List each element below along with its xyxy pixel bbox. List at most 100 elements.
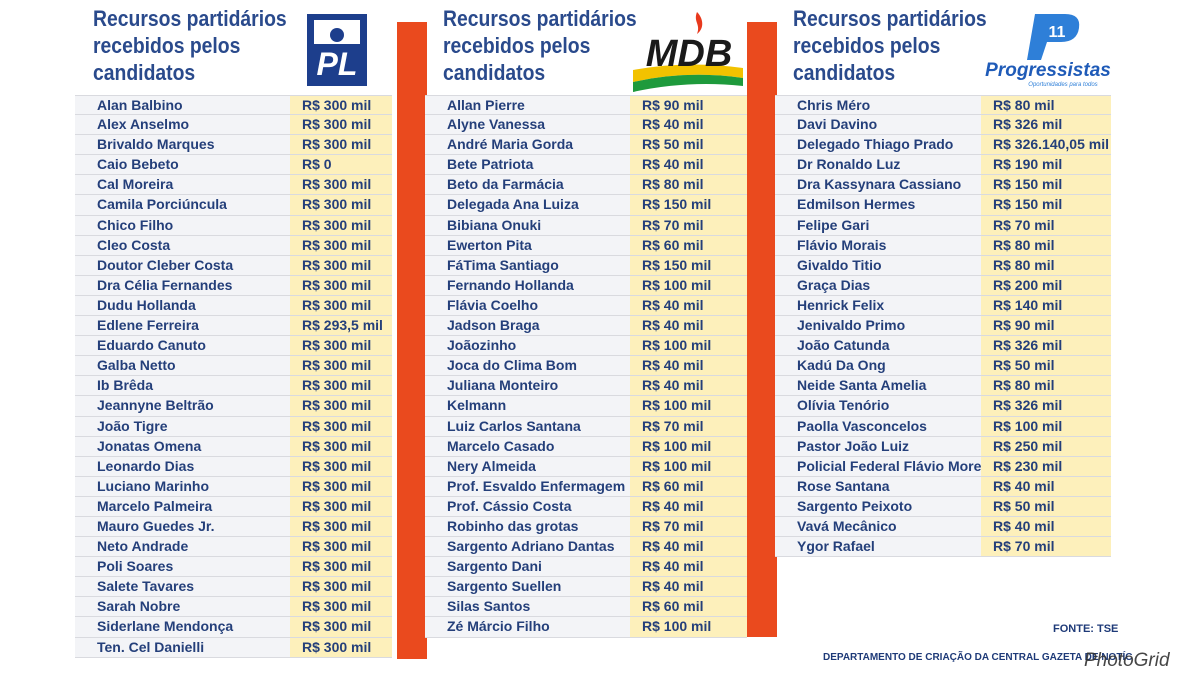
source-note: FONTE: TSE [1053,623,1119,635]
table-row: João Catunda R$ 326 mil [775,336,1111,357]
table-row: Prof. Esvaldo Enfermagem R$ 60 mil [425,476,747,497]
table-row: Sargento Suellen R$ 40 mil [425,577,747,598]
candidate-name: Allan Pierre [425,96,630,115]
table-row: Luciano Marinho R$ 300 mil [75,476,392,497]
table-row: Dra Kassynara Cassiano R$ 150 mil [775,175,1111,196]
table-row: Jonatas Omena R$ 300 mil [75,436,392,457]
candidate-name: Galba Netto [75,356,290,376]
flag-icon [314,20,360,44]
table-row: Pastor João Luiz R$ 250 mil [775,436,1111,457]
table-row: Salete Tavares R$ 300 mil [75,577,392,598]
table-row: Cal Moreira R$ 300 mil [75,175,392,196]
amount-value: R$ 300 mil [290,476,392,496]
heading-line: Recursos partidários [793,6,987,31]
amount-value: R$ 40 mil [981,476,1111,496]
heading-line: Recursos partidários [443,6,637,31]
panel-heading: Recursos partidários recebidos pelos can… [93,5,287,86]
table-row: Alyne Vanessa R$ 40 mil [425,115,747,136]
table-row: Prof. Cássio Costa R$ 40 mil [425,496,747,517]
table-row: Vavá Mecânico R$ 40 mil [775,516,1111,538]
table-row: Nery Almeida R$ 100 mil [425,456,747,477]
amount-value: R$ 70 mil [630,215,747,235]
candidate-name: Bete Patriota [425,155,630,175]
amount-value: R$ 80 mil [981,255,1111,275]
candidate-name: Prof. Esvaldo Enfermagem [425,476,630,496]
table-row: Cleo Costa R$ 300 mil [75,235,392,256]
table-row: Mauro Guedes Jr. R$ 300 mil [75,516,392,538]
candidate-name: Kelmann [425,396,630,416]
candidate-name: Delegada Ana Luiza [425,195,630,215]
amount-value: R$ 90 mil [981,316,1111,336]
amount-value: R$ 50 mil [630,135,747,155]
candidate-name: Jenivaldo Primo [775,316,981,336]
amount-value: R$ 60 mil [630,235,747,255]
candidate-name: Givaldo Titio [775,255,981,275]
table-row: Siderlane Mendonça R$ 300 mil [75,617,392,638]
table-row: Chico Filho R$ 300 mil [75,215,392,236]
pl-logo: PL [307,14,367,86]
mdb-logo: MDB [633,12,743,92]
amount-value: R$ 100 mil [630,396,747,416]
candidate-name: Dra Célia Fernandes [75,275,290,295]
amount-value: R$ 300 mil [290,396,392,416]
amount-value: R$ 300 mil [290,195,392,215]
candidate-name: Zé Márcio Filho [425,617,630,637]
amount-value: R$ 50 mil [981,496,1111,516]
amount-value: R$ 300 mil [290,537,392,557]
progressistas-logo-number: 11 [1049,24,1066,41]
amount-value: R$ 300 mil [290,115,392,135]
pl-logo-text: PL [316,46,358,82]
candidate-name: Flávia Coelho [425,295,630,316]
candidate-table: Alan Balbino R$ 300 mil Alex Anselmo R$ 300… [75,95,392,658]
candidate-name: Marcelo Palmeira [75,496,290,516]
table-row: Leonardo Dias R$ 300 mil [75,456,392,477]
table-row: Neide Santa Amelia R$ 80 mil [775,376,1111,397]
amount-value: R$ 200 mil [981,275,1111,295]
panel-heading: Recursos partidários recebidos pelos can… [793,5,987,86]
amount-value: R$ 300 mil [290,376,392,396]
amount-value: R$ 230 mil [981,456,1111,476]
table-row: Edmilson Hermes R$ 150 mil [775,195,1111,216]
candidate-name: Marcelo Casado [425,436,630,456]
candidate-name: Henrick Felix [775,295,981,316]
table-row: Jadson Braga R$ 40 mil [425,316,747,337]
table-row: Alan Balbino R$ 300 mil [75,95,392,116]
candidate-name: Olívia Tenório [775,396,981,416]
amount-value: R$ 300 mil [290,235,392,255]
candidate-name: Dra Kassynara Cassiano [775,175,981,195]
table-row: Robinho das grotas R$ 70 mil [425,516,747,538]
table-row: Kelmann R$ 100 mil [425,396,747,417]
amount-value: R$ 40 mil [630,316,747,336]
table-row: Graça Dias R$ 200 mil [775,275,1111,296]
table-row: André Maria Gorda R$ 50 mil [425,135,747,156]
amount-value: R$ 326.140,05 mil [981,135,1111,155]
candidate-name: Ib Brêda [75,376,290,396]
candidate-name: Bibiana Onuki [425,215,630,235]
amount-value: R$ 326 mil [981,396,1111,416]
amount-value: R$ 326 mil [981,115,1111,135]
candidate-name: FáTima Santiago [425,255,630,275]
candidate-name: João Tigre [75,416,290,436]
candidate-name: Eduardo Canuto [75,336,290,356]
candidate-name: Sargento Suellen [425,577,630,597]
flame-icon [695,12,703,34]
table-row: Kadú Da Ong R$ 50 mil [775,356,1111,377]
table-row: Edlene Ferreira R$ 293,5 mil [75,316,392,337]
candidate-name: Nery Almeida [425,456,630,476]
candidate-name: Alyne Vanessa [425,115,630,135]
column-separator [747,22,777,637]
candidate-name: Sargento Adriano Dantas [425,537,630,557]
candidate-name: João Catunda [775,336,981,356]
table-row: Marcelo Casado R$ 100 mil [425,436,747,457]
table-row: Bete Patriota R$ 40 mil [425,155,747,176]
amount-value: R$ 300 mil [290,356,392,376]
amount-value: R$ 80 mil [981,376,1111,396]
table-row: Davi Davino R$ 326 mil [775,115,1111,136]
candidate-name: Brivaldo Marques [75,135,290,155]
table-row: Policial Federal Flávio Moreno R$ 230 mil [775,456,1111,477]
heading-line: candidatos [93,60,196,85]
amount-value: R$ 190 mil [981,155,1111,175]
amount-value: R$ 300 mil [290,295,392,316]
amount-value: R$ 300 mil [290,416,392,436]
candidate-name: Davi Davino [775,115,981,135]
